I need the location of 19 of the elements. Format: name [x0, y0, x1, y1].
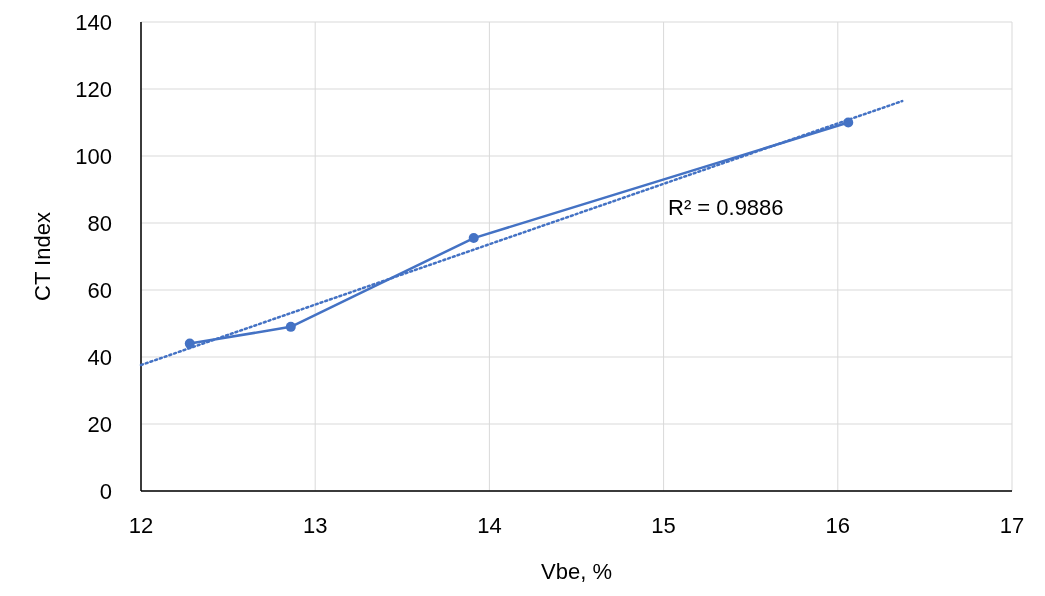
y-tick-label: 140	[75, 10, 112, 35]
point	[285, 321, 296, 332]
x-axis-title: Vbe, %	[541, 559, 612, 584]
y-tick-label: 20	[87, 412, 112, 437]
x-tick-label: 16	[825, 513, 851, 538]
y-tick-label: 80	[87, 211, 112, 236]
x-tick-label: 14	[477, 513, 502, 538]
y-tick-label: 100	[75, 144, 112, 169]
annotation: R² = 0.9886	[668, 195, 784, 220]
x-tick-label: 12	[128, 513, 154, 538]
x-tick-label: 13	[302, 513, 328, 538]
y-tick-label: 0	[99, 479, 112, 504]
y-tick-label: 40	[87, 345, 112, 370]
point	[468, 233, 479, 244]
x-tick-label: 17	[999, 513, 1025, 538]
y-tick-label: 60	[87, 278, 112, 303]
y-axis-title: CT Index	[30, 212, 55, 301]
y-tick-label: 120	[75, 77, 112, 102]
x-tick-label: 15	[651, 513, 676, 538]
